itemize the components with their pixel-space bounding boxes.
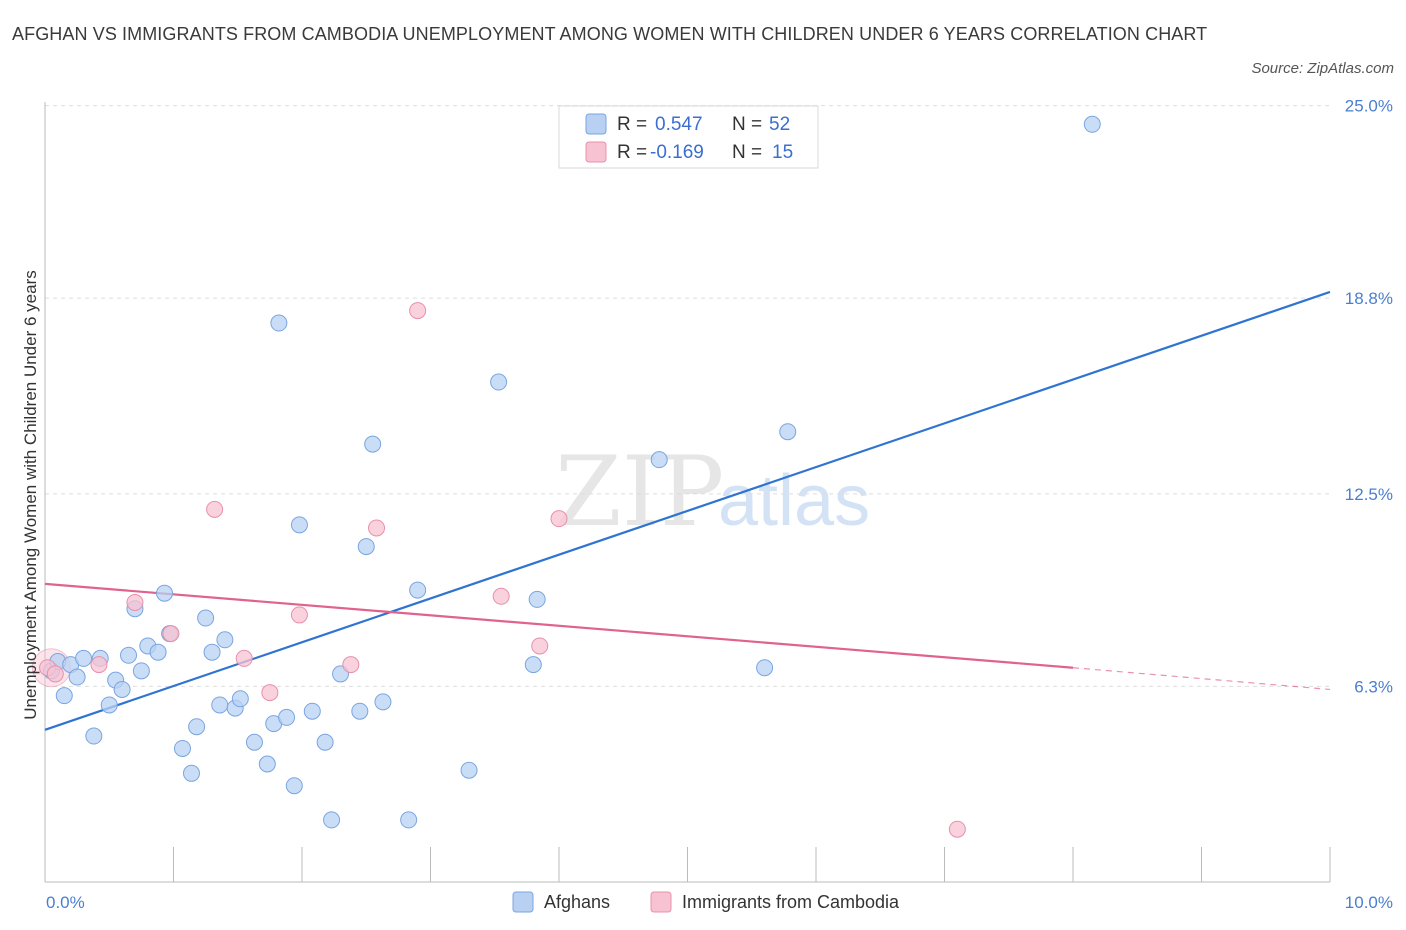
afghan-point-30 [270,314,288,332]
afghan-point-6 [85,727,103,745]
afghan-point-26 [231,690,249,708]
afghan-point-21 [197,609,215,627]
y-tick-label-0: 25.0% [1345,97,1393,116]
afghan-point-20 [188,718,206,736]
cambodia-point-6 [235,649,253,667]
legend-n-label-1: N = [732,114,762,135]
y-tick-label-3: 6.3% [1354,677,1393,696]
series-legend-label-afghans: Afghans [544,892,610,912]
afghan-point-24 [216,631,234,649]
source-label: Source: ZipAtlas.com [1251,60,1394,77]
afghan-point-44 [460,761,478,779]
afghan-point-27 [245,733,263,751]
cambodia-point-1 [46,665,64,683]
afghan-point-18 [173,739,191,757]
legend-r-label-2: R = [617,142,647,163]
data-points [31,115,1101,838]
series-legend: Afghans Immigrants from Cambodia [512,891,900,913]
afghan-point-51 [1083,115,1101,133]
afghan-point-4 [68,668,86,686]
afghan-point-47 [528,590,546,608]
trend-lines [44,290,1331,731]
afghan-point-8 [100,696,118,714]
afghan-point-33 [290,516,308,534]
cambodia-point-15 [948,820,966,838]
afghan-point-11 [120,646,138,664]
cambodia-point-9 [342,656,360,674]
legend-r-value-1: 0.547 [655,114,703,135]
cambodia-point-13 [531,637,549,655]
afghan-point-16 [156,584,174,602]
afghan-point-5 [75,649,93,667]
afghan-point-10 [113,680,131,698]
legend-n-value-1: 52 [769,114,790,135]
afghan-point-36 [323,811,341,829]
series-legend-swatch-cambodia [650,891,672,913]
afghan-point-22 [203,643,221,661]
afghan-point-13 [132,662,150,680]
afghan-point-34 [303,702,321,720]
cambodia-point-3 [126,594,144,612]
y-tick-label-2: 12.5% [1345,485,1393,504]
y-tick-label-1: 18.8% [1345,289,1393,308]
chart-title: AFGHAN VS IMMIGRANTS FROM CAMBODIA UNEMP… [12,24,1208,44]
series-legend-swatch-afghans [512,891,534,913]
afghan-point-40 [364,435,382,453]
afghan-point-45 [490,373,508,391]
afghan-point-49 [756,659,774,677]
cambodia-trend-line [44,582,1074,669]
cambodia-point-8 [290,606,308,624]
cambodia-point-10 [368,519,386,537]
afghan-point-42 [400,811,418,829]
legend-swatch-cambodia [585,141,607,163]
afghan-point-15 [149,643,167,661]
legend-n-value-2: 15 [772,142,793,163]
x-tick-labels: 0.0% 10.0% [46,893,1393,912]
afghans-trend-line [44,290,1331,731]
cambodia-point-5 [206,500,224,518]
afghan-point-31 [278,708,296,726]
watermark-atlas: atlas [718,461,870,541]
cambodia-point-2 [90,656,108,674]
afghan-point-46 [524,656,542,674]
cambodia-point-4 [162,625,180,643]
legend-r-value-2: -0.169 [650,142,704,163]
afghan-point-32 [285,777,303,795]
watermark-zip: ZIP [555,436,724,548]
stats-legend: R = 0.547 N = 52 R = -0.169 N = 15 [558,105,819,169]
afghan-point-41 [374,693,392,711]
afghan-point-2 [55,687,73,705]
cambodia-point-12 [492,587,510,605]
y-tick-labels: 25.0% 18.8% 12.5% 6.3% [1345,97,1393,697]
afghan-point-38 [351,702,369,720]
afghan-point-48 [650,451,668,469]
afghan-point-19 [182,764,200,782]
x-tick-label-0: 0.0% [46,893,85,912]
cambodia-point-7 [261,684,279,702]
axes [44,102,1331,883]
x-tick-label-1: 10.0% [1345,893,1393,912]
cambodia-point-14 [550,510,568,528]
afghan-point-28 [258,755,276,773]
afghan-point-50 [779,423,797,441]
cambodia-trend-extension [1072,667,1331,691]
legend-n-label-2: N = [732,142,762,163]
afghan-point-35 [316,733,334,751]
series-legend-label-cambodia: Immigrants from Cambodia [682,892,900,912]
afghan-point-39 [357,538,375,556]
watermark: ZIP atlas [555,436,870,548]
afghan-point-43 [409,581,427,599]
y-axis-title: Unemployment Among Women with Children U… [21,270,40,719]
legend-swatch-afghans [585,113,607,135]
cambodia-point-11 [409,302,427,320]
afghan-point-23 [211,696,229,714]
legend-r-label-1: R = [617,114,647,135]
